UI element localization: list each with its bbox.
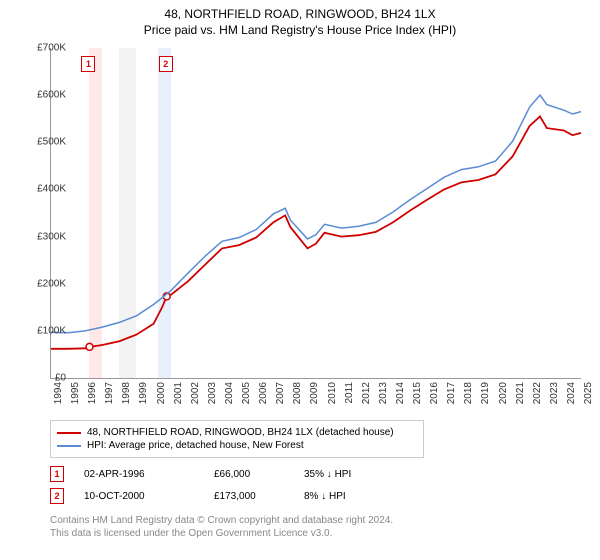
footer-line: This data is licensed under the Open Gov… [50,527,393,540]
line-plot [51,48,581,378]
x-tick-label: 2003 [207,382,218,412]
chart-container: 48, NORTHFIELD ROAD, RINGWOOD, BH24 1LX … [0,0,600,560]
datapoint-row: 1 02-APR-1996 £66,000 35% ↓ HPI [50,466,384,482]
x-tick-label: 2010 [327,382,338,412]
chart-subtitle: Price paid vs. HM Land Registry's House … [0,23,600,41]
y-tick-label: £100K [37,325,66,336]
x-tick-label: 2014 [395,382,406,412]
datapoint-price: £66,000 [214,469,284,480]
legend-row: HPI: Average price, detached house, New … [57,440,417,451]
x-tick-label: 2009 [309,382,320,412]
chart-marker: 2 [159,56,173,72]
datapoint-table: 1 02-APR-1996 £66,000 35% ↓ HPI 2 10-OCT-2000… [50,466,384,510]
legend-row: 48, NORTHFIELD ROAD, RINGWOOD, BH24 1LX … [57,427,417,438]
x-tick-label: 2017 [446,382,457,412]
y-tick-label: £700K [37,43,66,54]
x-tick-label: 2024 [566,382,577,412]
datapoint-date: 10-OCT-2000 [84,491,194,502]
x-tick-label: 2018 [463,382,474,412]
x-tick-label: 2012 [361,382,372,412]
series-dot [86,343,93,350]
x-tick-label: 2020 [498,382,509,412]
x-tick-label: 2019 [480,382,491,412]
x-tick-label: 1996 [87,382,98,412]
x-tick-label: 2023 [549,382,560,412]
x-tick-label: 1999 [138,382,149,412]
footer-line: Contains HM Land Registry data © Crown c… [50,514,393,527]
y-tick-label: £300K [37,231,66,242]
x-tick-label: 2002 [190,382,201,412]
legend-swatch [57,445,81,447]
datapoint-marker: 1 [50,466,64,482]
plot-area [50,48,581,379]
x-tick-label: 2016 [429,382,440,412]
chart-marker: 1 [81,56,95,72]
legend-label: HPI: Average price, detached house, New … [87,440,304,451]
datapoint-row: 2 10-OCT-2000 £173,000 8% ↓ HPI [50,488,384,504]
x-tick-label: 2006 [258,382,269,412]
x-tick-label: 1998 [121,382,132,412]
datapoint-price: £173,000 [214,491,284,502]
x-tick-label: 2008 [292,382,303,412]
datapoint-delta: 8% ↓ HPI [304,491,384,502]
legend: 48, NORTHFIELD ROAD, RINGWOOD, BH24 1LX … [50,420,424,458]
y-tick-label: £400K [37,184,66,195]
datapoint-marker: 2 [50,488,64,504]
series-hpi [51,95,581,333]
x-tick-label: 1995 [70,382,81,412]
datapoint-date: 02-APR-1996 [84,469,194,480]
x-tick-label: 2001 [173,382,184,412]
x-tick-label: 2004 [224,382,235,412]
x-tick-label: 2025 [583,382,594,412]
legend-swatch [57,432,81,434]
x-tick-label: 2007 [275,382,286,412]
x-tick-label: 2011 [344,382,355,412]
footer-attribution: Contains HM Land Registry data © Crown c… [50,514,393,540]
datapoint-delta: 35% ↓ HPI [304,469,384,480]
x-tick-label: 2022 [532,382,543,412]
chart-title: 48, NORTHFIELD ROAD, RINGWOOD, BH24 1LX [0,0,600,23]
x-tick-label: 1997 [104,382,115,412]
x-tick-label: 2021 [515,382,526,412]
x-tick-label: 1994 [53,382,64,412]
x-tick-label: 2005 [241,382,252,412]
y-tick-label: £500K [37,137,66,148]
series-property [51,116,581,348]
x-tick-label: 2000 [156,382,167,412]
y-tick-label: £200K [37,278,66,289]
x-tick-label: 2013 [378,382,389,412]
legend-label: 48, NORTHFIELD ROAD, RINGWOOD, BH24 1LX … [87,427,394,438]
y-tick-label: £600K [37,90,66,101]
x-tick-label: 2015 [412,382,423,412]
